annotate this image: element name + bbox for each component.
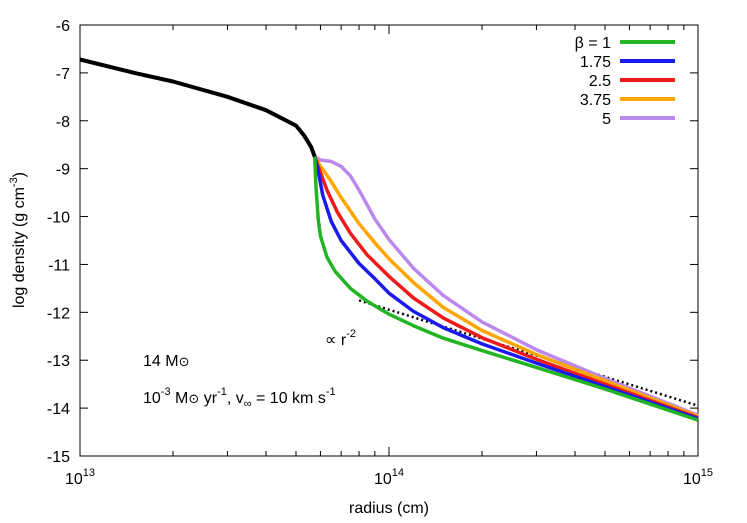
reference-line-label: ∝ r-2	[325, 328, 356, 349]
y-tick-label: -11	[48, 257, 70, 274]
axis-ticks	[80, 25, 698, 456]
y-tick-label: -6	[56, 18, 70, 35]
x-tick-label-exp: 13	[83, 467, 95, 479]
wind-velocity-exp: -1	[326, 386, 336, 398]
y-tick-label: -8	[56, 114, 70, 131]
y-axis-title-close: )	[11, 172, 28, 177]
y-tick-label: -15	[47, 449, 70, 466]
wind-velocity-value: = 10 km s	[252, 390, 326, 407]
y-tick-labels: -6 -7 -8 -9 -10 -11 -12 -13 -14 -15	[47, 18, 70, 466]
x-tick-label: 1015	[683, 467, 713, 488]
wind-rate-unit: M	[171, 390, 189, 407]
y-axis-title-exponent: -3	[8, 177, 20, 187]
reference-line-label-text: ∝ r	[325, 332, 347, 349]
y-tick-label: -9	[56, 162, 70, 179]
sun-symbol: ⊙	[188, 391, 199, 406]
x-tick-label: 1014	[374, 467, 404, 488]
y-tick-label: -14	[47, 401, 70, 418]
legend-label: 5	[602, 111, 611, 128]
wind-rate-exp: -3	[161, 386, 171, 398]
mass-annotation: 14 M⊙	[143, 353, 189, 370]
x-axis-title: radius (cm)	[349, 500, 429, 517]
reference-line	[358, 299, 699, 407]
y-tick-label: -10	[47, 210, 70, 227]
y-axis-title: log density (g cm-3)	[8, 172, 28, 308]
x-tick-label-exp: 15	[701, 467, 713, 479]
series-line	[313, 156, 699, 420]
series-line	[312, 156, 699, 421]
reference-line-label-exp: -2	[346, 328, 356, 340]
series-line	[313, 155, 699, 418]
y-tick-label: -12	[47, 305, 70, 322]
series-lines	[79, 57, 699, 422]
legend-label: 1.75	[580, 54, 611, 71]
y-tick-label: -7	[56, 66, 70, 83]
wind-rate-time: yr	[199, 390, 217, 407]
legend-label: 3.75	[580, 92, 611, 109]
wind-annotation: 10-3 M⊙ yr-1, v∞ = 10 km s-1	[143, 386, 336, 410]
wind-velocity-sub: ∞	[244, 398, 252, 410]
mass-annotation-text: 14 M	[143, 353, 179, 370]
x-tick-labels: 1013 1014 1015	[65, 467, 713, 488]
wind-rate-base: 10	[143, 390, 161, 407]
series-line	[312, 156, 699, 422]
wind-velocity-label: , v	[227, 390, 244, 407]
x-tick-label-base: 10	[683, 471, 701, 488]
legend-label: β = 1	[575, 35, 611, 52]
legend-label: 2.5	[589, 73, 611, 90]
series-line	[313, 155, 699, 417]
wind-rate-time-exp: -1	[217, 386, 227, 398]
x-tick-label-exp: 14	[392, 467, 404, 479]
y-tick-label: -13	[47, 353, 70, 370]
y-axis-title-text: log density (g cm	[11, 187, 28, 308]
progenitor-line	[79, 57, 317, 158]
x-tick-label-base: 10	[374, 471, 392, 488]
sun-symbol: ⊙	[179, 354, 190, 369]
x-tick-label: 1013	[65, 467, 95, 488]
legend: β = 1 1.75 2.5 3.75 5	[575, 35, 675, 128]
x-tick-label-base: 10	[65, 471, 83, 488]
